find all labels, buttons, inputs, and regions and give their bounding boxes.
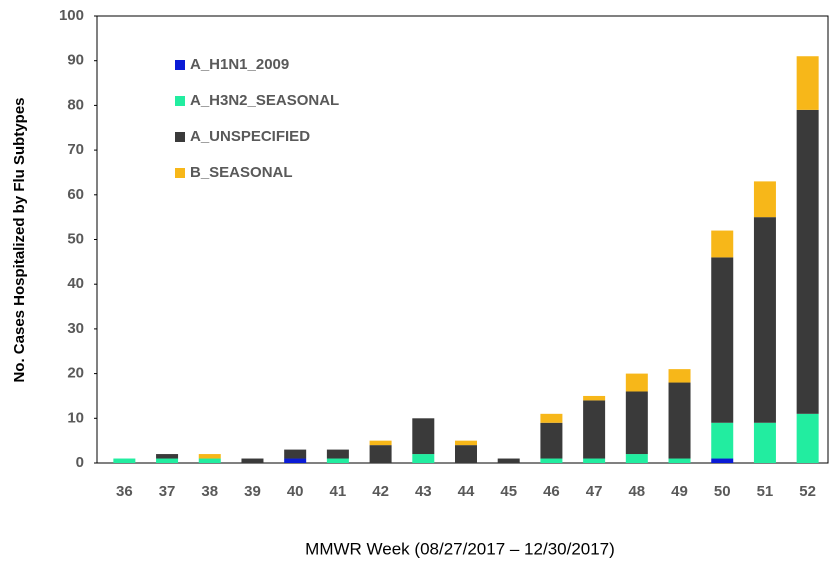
legend-swatch (175, 96, 185, 106)
y-tick-label: 90 (67, 52, 84, 69)
x-tick-label: 48 (628, 483, 645, 500)
bar-segment (455, 445, 477, 463)
y-tick-label: 40 (67, 275, 84, 292)
x-tick-label: 39 (244, 483, 261, 500)
bar-segment (412, 418, 435, 455)
bar-segment (455, 440, 477, 446)
bar-segment (668, 458, 691, 463)
bar-segment (284, 458, 307, 463)
bar-segment (198, 458, 221, 463)
y-tick-label: 100 (59, 7, 84, 24)
y-axis-title: No. Cases Hospitalized by Flu Subtypes (11, 97, 28, 382)
x-tick-label: 44 (458, 483, 475, 500)
bar-segment (583, 400, 606, 459)
x-tick-label: 38 (201, 483, 218, 500)
x-tick-label: 40 (287, 483, 304, 500)
bar-segment (711, 257, 734, 423)
bar-segment (369, 445, 392, 463)
x-tick-label: 52 (799, 483, 816, 500)
y-tick-label: 30 (67, 320, 84, 337)
x-tick-label: 49 (671, 483, 688, 500)
x-tick-label: 50 (714, 483, 731, 500)
x-tick-label: 51 (757, 483, 774, 500)
legend-swatch (175, 132, 185, 142)
bar-segment (326, 449, 349, 459)
bar-segment (369, 440, 392, 446)
bar-segment (668, 382, 691, 459)
x-tick-label: 47 (586, 483, 603, 500)
y-tick-label: 70 (67, 141, 84, 158)
bar-segment (241, 458, 264, 463)
bar-segment (412, 454, 435, 463)
bar-segment (583, 395, 606, 401)
bar-segment (753, 181, 776, 218)
bar-segment (156, 458, 179, 463)
bar-segment (156, 454, 179, 459)
legend-swatch (175, 60, 185, 70)
bar-segment (668, 369, 691, 383)
bar-segment (753, 217, 776, 423)
legend-label: B_SEASONAL (190, 164, 293, 181)
bar-segment (540, 422, 563, 459)
x-tick-label: 36 (116, 483, 133, 500)
bar-segment (540, 413, 563, 423)
x-tick-label: 43 (415, 483, 432, 500)
y-tick-label: 10 (67, 409, 84, 426)
bar-segment (625, 454, 648, 463)
bar-segment (711, 458, 734, 463)
y-tick-label: 20 (67, 365, 84, 382)
x-tick-label: 45 (500, 483, 517, 500)
bar-segment (326, 458, 349, 463)
bar-segment (711, 422, 734, 459)
bar-segment (753, 422, 776, 463)
bar-segment (583, 458, 606, 463)
y-tick-label: 80 (67, 96, 84, 113)
bar-segment (625, 373, 648, 392)
bar-segment (796, 56, 819, 110)
legend-label: A_H3N2_SEASONAL (190, 92, 339, 109)
bar-segment (625, 391, 648, 455)
bar-segment (284, 449, 307, 459)
legend-swatch (175, 168, 185, 178)
legend-label: A_H1N1_2009 (190, 56, 289, 73)
legend-label: A_UNSPECIFIED (190, 128, 310, 145)
x-tick-label: 42 (372, 483, 389, 500)
bar-segment (796, 109, 819, 414)
bar-segment (198, 454, 221, 459)
bar-segment (540, 458, 563, 463)
y-tick-label: 0 (76, 454, 84, 471)
x-axis-title: MMWR Week (08/27/2017 – 12/30/2017) (305, 539, 615, 558)
y-tick-label: 50 (67, 230, 84, 247)
bar-segment (796, 413, 819, 463)
x-tick-label: 46 (543, 483, 560, 500)
bar-segment (113, 458, 136, 463)
x-tick-label: 37 (159, 483, 176, 500)
x-tick-label: 41 (330, 483, 347, 500)
bar-segment (711, 230, 734, 258)
bar-segment (497, 458, 520, 463)
y-tick-label: 60 (67, 186, 84, 203)
